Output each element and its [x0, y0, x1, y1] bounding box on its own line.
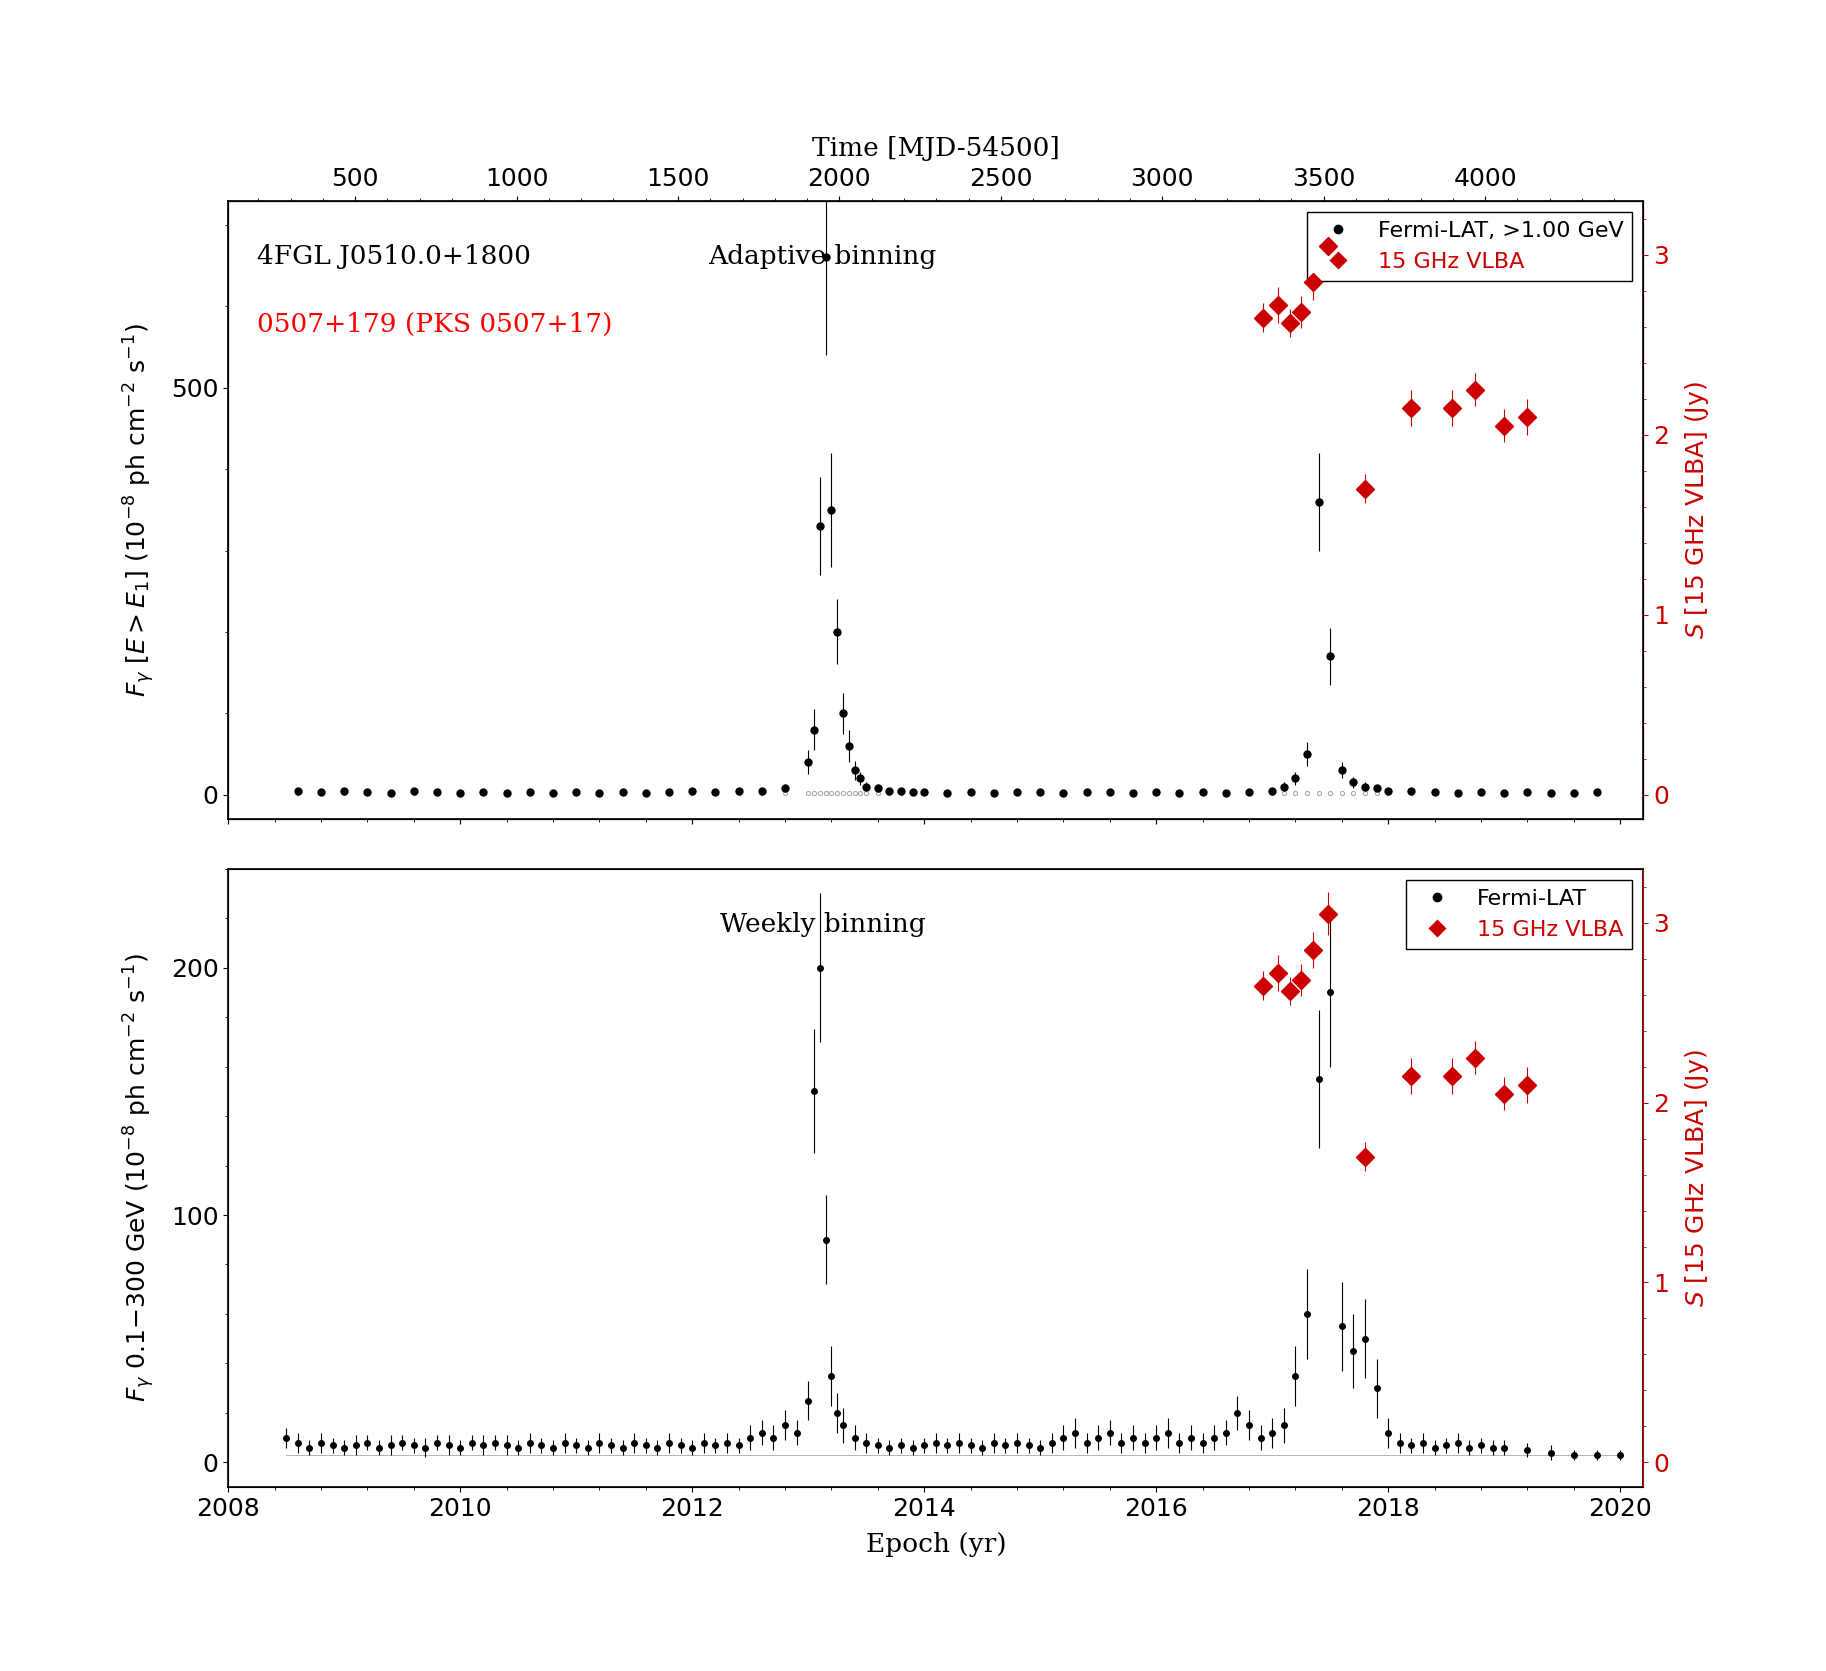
X-axis label: Epoch (yr): Epoch (yr) [866, 1532, 1006, 1557]
Y-axis label: $S\ [15\ \mathrm{GHz\ VLBA}]\ (\mathrm{Jy})$: $S\ [15\ \mathrm{GHz\ VLBA}]\ (\mathrm{J… [1684, 381, 1711, 638]
Legend: Fermi-LAT, 15 GHz VLBA: Fermi-LAT, 15 GHz VLBA [1406, 879, 1632, 949]
Text: 0507+179 (PKS 0507+17): 0507+179 (PKS 0507+17) [256, 312, 612, 338]
Text: 4FGL J0510.0+1800: 4FGL J0510.0+1800 [256, 244, 530, 269]
Text: Weekly binning: Weekly binning [719, 912, 926, 937]
Y-axis label: $S\ [15\ \mathrm{GHz\ VLBA}]\ (\mathrm{Jy})$: $S\ [15\ \mathrm{GHz\ VLBA}]\ (\mathrm{J… [1684, 1049, 1711, 1307]
Y-axis label: $F_\gamma\ 0.1\mathrm{-}300\ \mathrm{GeV}\ (10^{-8}\ \mathrm{ph\ cm^{-2}\ s^{-1}: $F_\gamma\ 0.1\mathrm{-}300\ \mathrm{GeV… [121, 954, 157, 1402]
Text: Adaptive binning: Adaptive binning [708, 244, 937, 269]
Legend: Fermi-LAT, >1.00 GeV, 15 GHz VLBA: Fermi-LAT, >1.00 GeV, 15 GHz VLBA [1307, 212, 1632, 281]
Y-axis label: $F_\gamma\ [E>E_1]\ (10^{-8}\ \mathrm{ph\ cm^{-2}\ s^{-1}})$: $F_\gamma\ [E>E_1]\ (10^{-8}\ \mathrm{ph… [121, 323, 157, 697]
X-axis label: Time [MJD-54500]: Time [MJD-54500] [813, 135, 1059, 160]
